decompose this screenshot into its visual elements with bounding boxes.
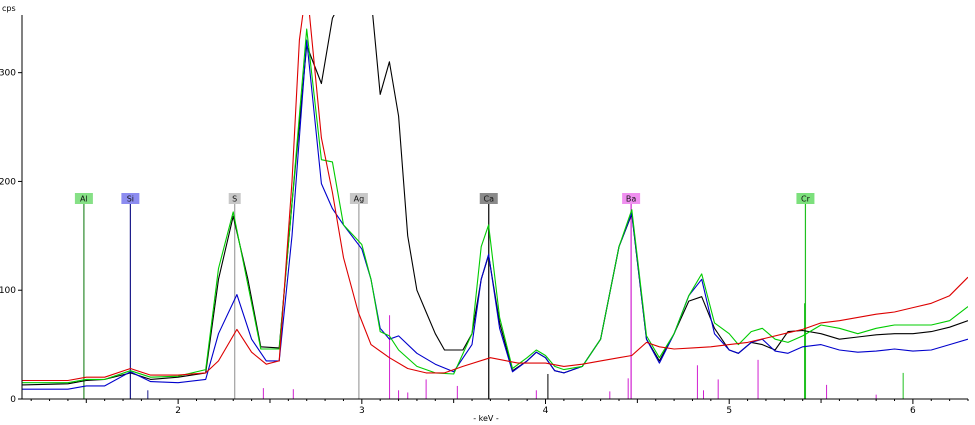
element-tag-box bbox=[349, 193, 368, 204]
element-tag-cr: Cr bbox=[796, 193, 815, 204]
x-axis-unit-label: - keV - bbox=[473, 414, 499, 423]
x-tick-label: 4 bbox=[543, 406, 549, 416]
element-tag-box bbox=[479, 193, 498, 204]
element-tag-ca: Ca bbox=[479, 193, 498, 204]
element-tag-box bbox=[796, 193, 815, 204]
spectrum-series bbox=[22, 15, 968, 390]
element-tag-label: Ba bbox=[626, 195, 636, 204]
element-tag-box bbox=[74, 193, 93, 204]
x-tick-label: 6 bbox=[910, 406, 916, 416]
element-tag-label: Ca bbox=[484, 195, 495, 204]
spectrum-line-4 bbox=[22, 15, 968, 382]
element-tag-box bbox=[121, 193, 140, 204]
element-tag-s: S bbox=[228, 193, 241, 204]
x-axis-ticks: 2 3 4 5 6 bbox=[30, 399, 969, 416]
element-tag-box bbox=[228, 193, 241, 204]
element-tag-si: Si bbox=[121, 193, 140, 204]
element-tag-label: Ag bbox=[354, 195, 365, 204]
x-tick-label: 3 bbox=[359, 406, 365, 416]
y-tick-label: 100 bbox=[0, 286, 16, 296]
element-tags: Al Si S Ag Ca Ba Cr bbox=[74, 193, 815, 204]
element-tag-box bbox=[622, 193, 641, 204]
y-tick-label: 300 bbox=[0, 69, 16, 79]
spectrum-line-2 bbox=[22, 39, 968, 390]
plot-area bbox=[22, 15, 968, 399]
secondary-lines bbox=[147, 303, 904, 399]
element-tag-ba: Ba bbox=[622, 193, 641, 204]
y-axis-unit-label: cps bbox=[2, 4, 16, 13]
element-tag-label: Al bbox=[80, 195, 88, 204]
element-tag-label: Si bbox=[127, 195, 134, 204]
element-tag-label: S bbox=[232, 195, 237, 204]
element-tag-al: Al bbox=[74, 193, 93, 204]
spectrum-line-1 bbox=[22, 15, 968, 386]
element-tag-label: Cr bbox=[801, 195, 811, 204]
element-markers bbox=[83, 204, 807, 399]
x-tick-label: 2 bbox=[175, 406, 181, 416]
y-tick-label: 0 bbox=[10, 395, 16, 405]
y-tick-label: 200 bbox=[0, 177, 16, 187]
x-tick-label: 5 bbox=[726, 406, 732, 416]
element-tag-ag: Ag bbox=[349, 193, 368, 204]
y-axis-ticks: 0 100 200 300 bbox=[0, 69, 22, 405]
